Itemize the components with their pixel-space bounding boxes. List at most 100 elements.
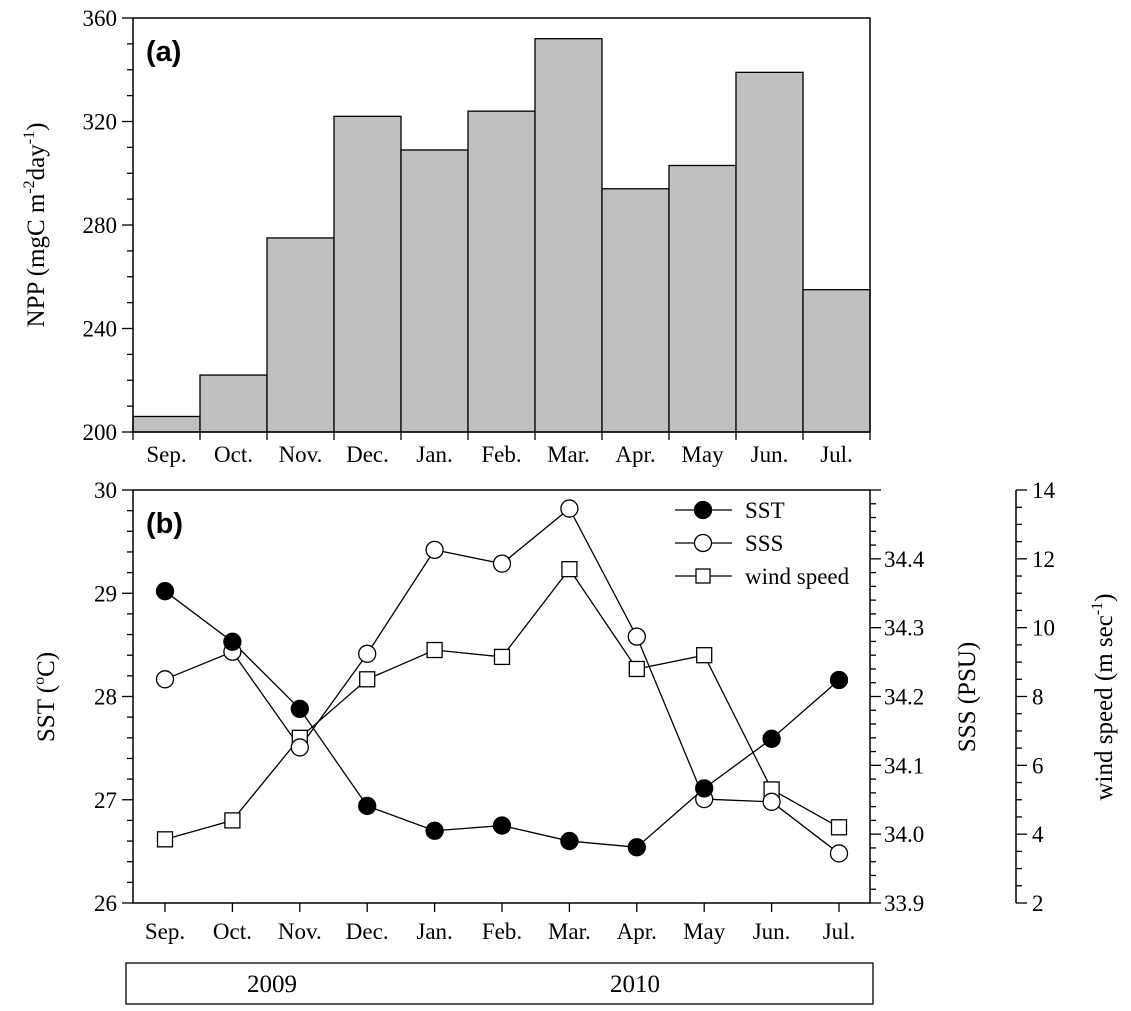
- legend-sst-marker: [693, 500, 713, 520]
- conditions-x-tick-label: Mar.: [548, 919, 591, 944]
- conditions-x-tick-label: Sep.: [145, 919, 185, 944]
- wind-tick-label: 2: [1032, 891, 1044, 916]
- npp-bar: [266, 237, 335, 433]
- sss-point: [560, 499, 579, 518]
- sss-y-axis: 33.9 34.0 34.1 34.2 34.3 34.4: [870, 489, 925, 916]
- npp-y-axis-title: NPP (mgC m-2day-1): [21, 123, 50, 328]
- npp-bar: [601, 188, 670, 433]
- sst-point: [425, 821, 444, 840]
- sst-tick-label: 28: [94, 685, 117, 710]
- sst-point: [492, 816, 512, 835]
- conditions-series: [155, 499, 849, 863]
- npp-bar: [199, 374, 268, 433]
- sss-point: [829, 844, 849, 863]
- npp-x-tick-label: Sep.: [146, 442, 186, 467]
- wind-speed-point: [561, 561, 578, 578]
- npp-x-tick-label: Jun.: [751, 442, 789, 467]
- npp-bar: [132, 415, 201, 433]
- conditions-x-tick-label: Jun.: [753, 919, 791, 944]
- wind-tick-label: 4: [1032, 822, 1044, 847]
- conditions-x-tick-label: Jul.: [823, 919, 856, 944]
- npp-bar: [467, 110, 536, 433]
- conditions-x-tick-label: Jan.: [416, 919, 452, 944]
- npp-x-tick-label: Jan.: [416, 442, 452, 467]
- legend: SST SSS wind speed: [675, 498, 850, 589]
- sst-point: [762, 729, 781, 748]
- wind-speed-point: [224, 812, 241, 829]
- legend-sst-label: SST: [745, 498, 785, 523]
- npp-bar: [668, 164, 737, 433]
- npp-bar-chart: 200 240 280 320 360 Sep. Oct. Nov. Dec. Jan. Feb.…: [21, 6, 871, 467]
- wind-speed-point: [628, 660, 645, 678]
- sst-y-axis-title: SST (oC): [31, 652, 60, 742]
- panel-b-label: (b): [146, 508, 183, 540]
- sss-tick-label: 33.9: [884, 891, 924, 916]
- npp-y-tick-label: 360: [83, 6, 118, 31]
- wind-speed-point: [156, 831, 174, 848]
- npp-x-axis: Sep. Oct. Nov. Dec. Jan. Feb. Mar. Apr. May Jun. J…: [132, 432, 871, 467]
- sss-point: [358, 644, 377, 663]
- npp-y-tick-label: 240: [83, 317, 118, 342]
- ocean-conditions-line-chart: 26 27 28 29 30 33.9 34.0 34.1 34.2 34.3 34.4 2 4 6 8…: [31, 478, 1118, 1005]
- sst-point: [155, 582, 175, 601]
- year-2009-label: 2009: [247, 971, 297, 998]
- wind-speed-point: [359, 671, 376, 688]
- npp-y-tick-label: 280: [83, 213, 118, 238]
- npp-y-axis: 200 240 280 320 360: [83, 6, 133, 445]
- sst-point: [290, 699, 309, 719]
- sst-point: [829, 670, 849, 690]
- wind-speed-point: [493, 648, 511, 666]
- year-2010-label: 2010: [610, 971, 660, 998]
- npp-x-tick-label: Jul.: [820, 442, 853, 467]
- sss-point: [762, 792, 781, 811]
- npp-x-tick-label: Mar.: [547, 442, 590, 467]
- npp-x-tick-label: May: [681, 442, 724, 467]
- npp-bar: [802, 289, 871, 433]
- npp-x-tick-label: Dec.: [346, 442, 389, 467]
- sst-point: [695, 779, 714, 798]
- npp-bar: [333, 115, 402, 433]
- legend-wind-label: wind speed: [745, 564, 850, 589]
- sst-point: [223, 632, 242, 651]
- npp-x-tick-label: Oct.: [214, 442, 253, 467]
- npp-x-tick-label: Nov.: [279, 442, 323, 467]
- wind-speed-point: [426, 641, 443, 659]
- wind-speed-point: [696, 647, 713, 664]
- year-bar: 2009 2010: [125, 962, 874, 1005]
- conditions-x-tick-label: Apr.: [617, 919, 657, 944]
- npp-x-tick-label: Apr.: [615, 442, 655, 467]
- wind-tick-label: 8: [1032, 685, 1044, 710]
- sss-tick-label: 34.2: [884, 685, 924, 710]
- wind-tick-label: 12: [1032, 547, 1055, 572]
- sst-point: [627, 838, 646, 857]
- wind-tick-label: 6: [1032, 753, 1044, 778]
- sst-y-axis: 26 27 28 29 30: [94, 478, 133, 916]
- conditions-x-tick-label: Feb.: [482, 919, 522, 944]
- sss-tick-label: 34.4: [884, 547, 925, 572]
- npp-bar: [735, 71, 804, 433]
- npp-y-tick-label: 200: [83, 420, 118, 445]
- sss-point: [290, 738, 309, 757]
- sss-tick-label: 34.3: [884, 616, 924, 641]
- npp-x-tick-label: Feb.: [481, 442, 521, 467]
- legend-sss-label: SSS: [745, 531, 783, 556]
- sss-tick-label: 34.1: [884, 753, 924, 778]
- conditions-x-tick-label: Nov.: [278, 919, 322, 944]
- wind-tick-label: 14: [1032, 478, 1056, 503]
- sss-point: [492, 554, 512, 573]
- wind-speed-y-axis: 2 4 6 8 10 12 14: [1016, 478, 1056, 916]
- sss-point: [425, 540, 444, 560]
- sst-tick-label: 26: [94, 891, 117, 916]
- conditions-x-tick-label: Dec.: [346, 919, 389, 944]
- sst-point: [358, 796, 377, 816]
- sst-tick-label: 30: [94, 478, 117, 503]
- sss-y-axis-title: SSS (PSU): [954, 642, 981, 752]
- conditions-x-tick-label: May: [683, 919, 726, 944]
- sst-tick-label: 27: [94, 788, 117, 813]
- year-bar-frame: [125, 962, 874, 1005]
- wind-speed-line: [164, 568, 840, 840]
- wind-tick-label: 10: [1032, 616, 1055, 641]
- npp-bar: [534, 38, 603, 433]
- npp-bar: [400, 149, 469, 433]
